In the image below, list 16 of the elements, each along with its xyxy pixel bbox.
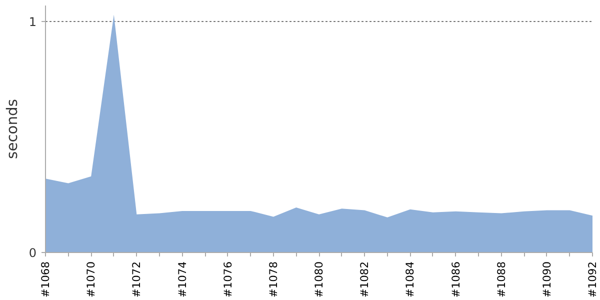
y-tick-label: 0 [28, 246, 37, 260]
x-tick-label: #1072 [130, 261, 144, 298]
x-tick-label: #1092 [586, 261, 599, 298]
x-tick-label: #1084 [404, 261, 417, 298]
x-tick-label: #1078 [266, 261, 280, 298]
x-tick-label: #1082 [358, 261, 372, 298]
y-axis-title: seconds [4, 99, 21, 159]
x-tick-label: #1074 [176, 261, 189, 298]
x-tick-label: #1086 [449, 261, 462, 298]
x-tick-label: #1088 [494, 261, 508, 298]
y-tick-label: 1 [28, 15, 37, 30]
x-tick-label: #1070 [84, 261, 98, 298]
x-tick-label: #1080 [312, 261, 326, 298]
x-tick-label: #1076 [221, 261, 234, 298]
x-tick-label: #1090 [540, 261, 554, 298]
x-tick-label: #1068 [39, 261, 52, 298]
